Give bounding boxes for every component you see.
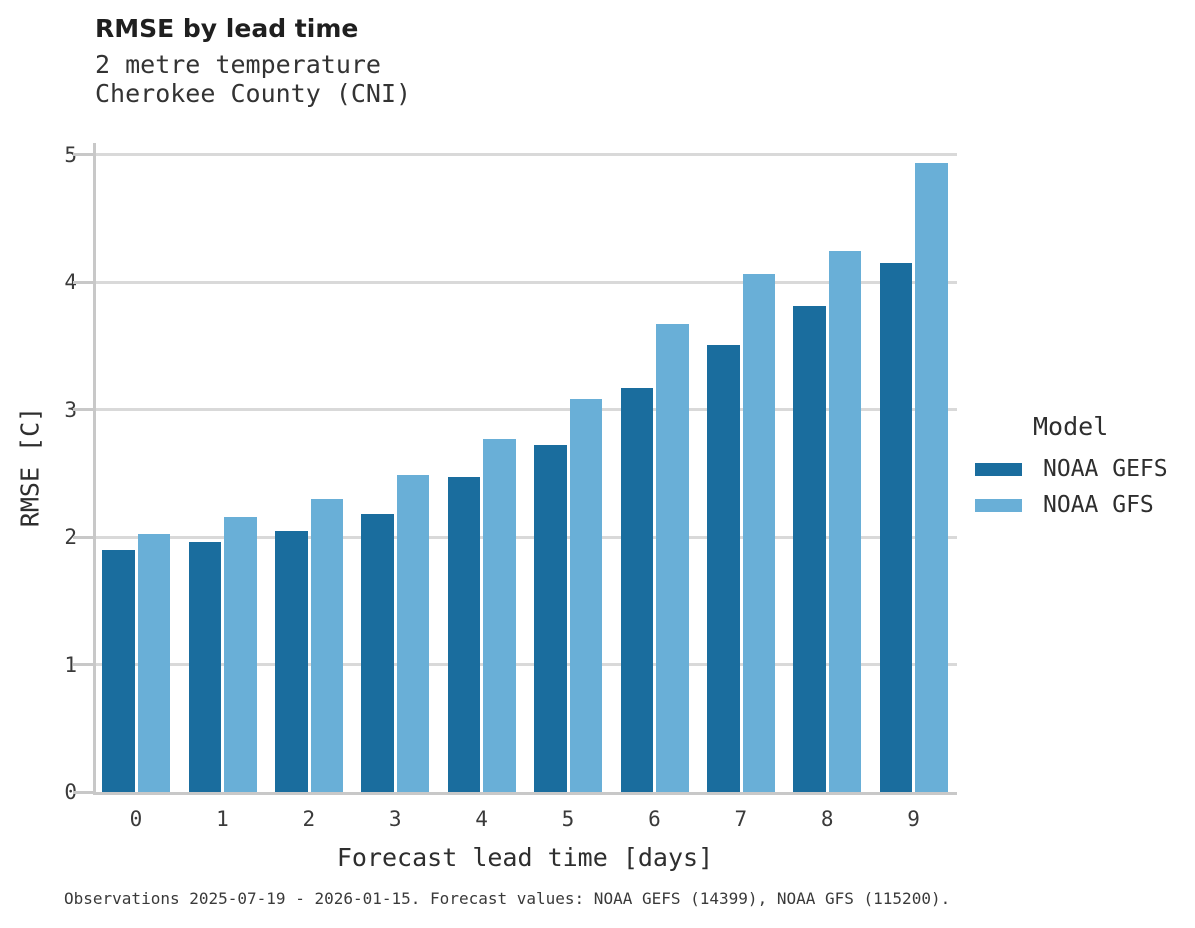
bar-noaa-gfs-lead-2 <box>310 498 343 792</box>
x-tick-label-2: 2 <box>302 807 316 831</box>
footer-note: Observations 2025-07-19 - 2026-01-15. Fo… <box>64 889 951 908</box>
bar-noaa-gefs-lead-4 <box>447 477 481 792</box>
x-tick-label-4: 4 <box>475 807 488 831</box>
legend-item-noaa-gfs: NOAA GFS <box>975 490 1195 520</box>
gridline-3 <box>93 408 957 411</box>
subtitle-line-1: 2 metre temperature <box>95 50 381 79</box>
legend-label-noaa-gfs: NOAA GFS <box>1043 492 1154 518</box>
legend-item-noaa-gefs: NOAA GEFS <box>975 454 1195 484</box>
bar-noaa-gefs-lead-0 <box>102 549 135 792</box>
bar-noaa-gfs-lead-0 <box>137 534 171 792</box>
bar-noaa-gfs-lead-8 <box>828 251 862 792</box>
legend-swatch-noaa-gefs <box>975 462 1022 476</box>
gridline-5 <box>93 153 957 156</box>
y-tick-mark-1 <box>73 663 93 666</box>
x-axis-line <box>93 792 957 795</box>
bar-noaa-gefs-lead-2 <box>275 530 308 792</box>
x-tick-label-1: 1 <box>216 807 229 831</box>
legend: Model NOAA GEFS NOAA GFS <box>975 412 1195 526</box>
bar-noaa-gefs-lead-6 <box>620 387 654 792</box>
bar-noaa-gfs-lead-5 <box>569 399 603 792</box>
subtitle-line-2: Cherokee County (CNI) <box>95 79 412 108</box>
y-tick-label-2: 2 <box>64 525 77 549</box>
bar-noaa-gfs-lead-3 <box>396 474 430 792</box>
x-axis-title: Forecast lead time [days] <box>336 843 714 872</box>
y-tick-label-0: 0 <box>64 780 77 804</box>
y-tick-label-1: 1 <box>64 652 77 677</box>
y-axis-title: RMSE [C] <box>15 406 45 528</box>
bar-noaa-gefs-lead-3 <box>361 514 394 792</box>
gridline-2 <box>93 535 957 539</box>
y-tick-label-3: 3 <box>64 397 77 422</box>
legend-label-noaa-gefs: NOAA GEFS <box>1043 456 1168 482</box>
x-tick-label-9: 9 <box>907 807 920 831</box>
y-axis-line <box>93 143 96 795</box>
x-tick-label-0: 0 <box>129 807 143 831</box>
bar-noaa-gfs-lead-7 <box>742 274 775 792</box>
chart-subtitle: 2 metre temperature Cherokee County (CNI… <box>95 50 411 108</box>
bar-noaa-gefs-lead-1 <box>188 542 222 792</box>
legend-swatch-noaa-gfs <box>975 498 1022 512</box>
legend-title: Model <box>1033 412 1109 441</box>
bar-noaa-gefs-lead-7 <box>707 344 740 792</box>
bar-noaa-gefs-lead-5 <box>534 445 567 792</box>
bar-noaa-gfs-lead-1 <box>224 516 257 792</box>
y-tick-label-5: 5 <box>64 142 77 167</box>
gridline-1 <box>93 663 957 666</box>
x-tick-label-3: 3 <box>388 807 402 831</box>
x-tick-label-6: 6 <box>648 807 661 831</box>
bar-noaa-gfs-lead-4 <box>483 438 516 792</box>
bar-noaa-gfs-lead-9 <box>915 163 948 792</box>
y-tick-mark-4 <box>73 280 93 284</box>
y-tick-mark-3 <box>73 408 93 411</box>
y-tick-mark-2 <box>73 535 93 539</box>
page-title: RMSE by lead time <box>95 14 359 43</box>
x-tick-label-8: 8 <box>820 807 834 831</box>
bar-noaa-gefs-lead-8 <box>793 306 826 792</box>
x-tick-label-7: 7 <box>734 807 748 831</box>
y-tick-mark-5 <box>73 153 93 156</box>
bar-noaa-gefs-lead-9 <box>879 262 913 792</box>
y-tick-mark-0 <box>73 790 93 794</box>
bar-noaa-gfs-lead-6 <box>656 324 689 792</box>
y-tick-label-4: 4 <box>64 270 77 294</box>
plot-area <box>93 143 957 792</box>
x-tick-label-5: 5 <box>561 807 575 831</box>
gridline-4 <box>93 280 957 284</box>
